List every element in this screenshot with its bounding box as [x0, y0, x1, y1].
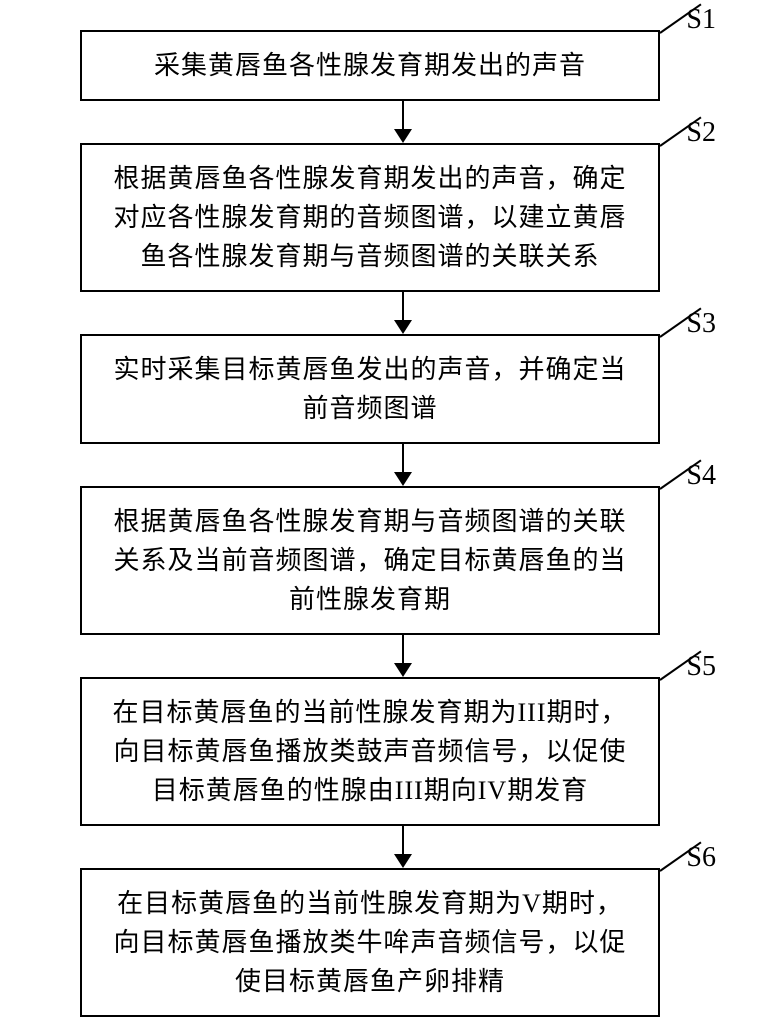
arrow-head — [394, 854, 412, 868]
arrow-head — [394, 129, 412, 143]
step-row-s2: 根据黄唇鱼各性腺发育期发出的声音，确定对应各性腺发育期的音频图谱，以建立黄唇鱼各… — [40, 143, 726, 292]
step-row-s5: 在目标黄唇鱼的当前性腺发育期为III期时，向目标黄唇鱼播放类鼓声音频信号，以促使… — [40, 677, 726, 826]
arrow-line — [402, 101, 404, 129]
arrow-line — [402, 292, 404, 320]
step-row-s1: 采集黄唇鱼各性腺发育期发出的声音 S1 — [40, 30, 726, 101]
arrow-line — [402, 826, 404, 854]
arrow-head — [394, 472, 412, 486]
step-text-s6: 在目标黄唇鱼的当前性腺发育期为V期时，向目标黄唇鱼播放类牛哞声音频信号，以促使目… — [104, 884, 636, 1001]
step-box-s3: 实时采集目标黄唇鱼发出的声音，并确定当前音频图谱 — [80, 334, 660, 444]
step-box-s1: 采集黄唇鱼各性腺发育期发出的声音 — [80, 30, 660, 101]
step-box-s4: 根据黄唇鱼各性腺发育期与音频图谱的关联关系及当前音频图谱，确定目标黄唇鱼的当前性… — [80, 486, 660, 635]
step-row-s6: 在目标黄唇鱼的当前性腺发育期为V期时，向目标黄唇鱼播放类牛哞声音频信号，以促使目… — [40, 868, 726, 1017]
step-label-s4: S4 — [686, 460, 716, 492]
arrow-head — [394, 663, 412, 677]
arrow-s5-s6 — [113, 826, 693, 868]
arrow-s2-s3 — [113, 292, 693, 334]
step-text-s3: 实时采集目标黄唇鱼发出的声音，并确定当前音频图谱 — [104, 350, 636, 428]
step-box-s6: 在目标黄唇鱼的当前性腺发育期为V期时，向目标黄唇鱼播放类牛哞声音频信号，以促使目… — [80, 868, 660, 1017]
arrow-line — [402, 444, 404, 472]
step-text-s1: 采集黄唇鱼各性腺发育期发出的声音 — [154, 46, 586, 85]
step-text-s4: 根据黄唇鱼各性腺发育期与音频图谱的关联关系及当前音频图谱，确定目标黄唇鱼的当前性… — [104, 502, 636, 619]
step-box-s5: 在目标黄唇鱼的当前性腺发育期为III期时，向目标黄唇鱼播放类鼓声音频信号，以促使… — [80, 677, 660, 826]
arrow-line — [402, 635, 404, 663]
step-label-s6: S6 — [686, 842, 716, 874]
step-box-s2: 根据黄唇鱼各性腺发育期发出的声音，确定对应各性腺发育期的音频图谱，以建立黄唇鱼各… — [80, 143, 660, 292]
arrow-head — [394, 320, 412, 334]
arrow-s3-s4 — [113, 444, 693, 486]
step-label-s5: S5 — [686, 651, 716, 683]
arrow-s4-s5 — [113, 635, 693, 677]
step-row-s3: 实时采集目标黄唇鱼发出的声音，并确定当前音频图谱 S3 — [40, 334, 726, 444]
arrow-s1-s2 — [113, 101, 693, 143]
step-label-s1: S1 — [686, 4, 716, 36]
flowchart-container: 采集黄唇鱼各性腺发育期发出的声音 S1 根据黄唇鱼各性腺发育期发出的声音，确定对… — [40, 30, 726, 1017]
step-label-s2: S2 — [686, 117, 716, 149]
step-row-s4: 根据黄唇鱼各性腺发育期与音频图谱的关联关系及当前音频图谱，确定目标黄唇鱼的当前性… — [40, 486, 726, 635]
step-label-s3: S3 — [686, 308, 716, 340]
step-text-s5: 在目标黄唇鱼的当前性腺发育期为III期时，向目标黄唇鱼播放类鼓声音频信号，以促使… — [104, 693, 636, 810]
step-text-s2: 根据黄唇鱼各性腺发育期发出的声音，确定对应各性腺发育期的音频图谱，以建立黄唇鱼各… — [104, 159, 636, 276]
